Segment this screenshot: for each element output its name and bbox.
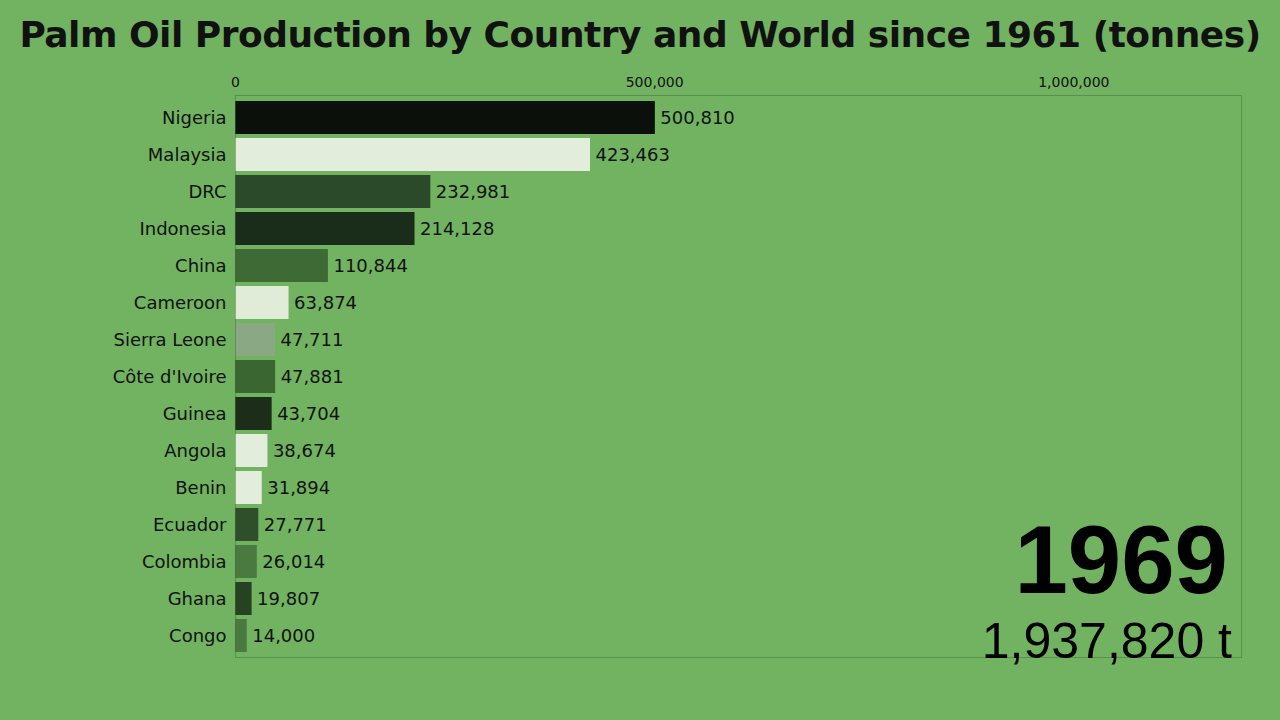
- svg-text:Sierra Leone: Sierra Leone: [113, 329, 226, 350]
- svg-text:Benin: Benin: [175, 477, 226, 498]
- html-text:Palm Oil Production by Country: Palm Oil Production by Country and World…: [19, 14, 1261, 55]
- svg-text:110,844: 110,844: [333, 255, 407, 276]
- svg-text:423,463: 423,463: [596, 144, 670, 165]
- svg-text:Ecuador: Ecuador: [153, 514, 227, 535]
- svg-text:Congo: Congo: [169, 625, 226, 646]
- svg-text:63,874: 63,874: [294, 292, 357, 313]
- svg-text:Côte d'Ivoire: Côte d'Ivoire: [113, 366, 227, 387]
- svg-text:Indonesia: Indonesia: [139, 218, 226, 239]
- svg-text:Cameroon: Cameroon: [134, 292, 227, 313]
- svg-text:47,881: 47,881: [281, 366, 344, 387]
- svg-text:38,674: 38,674: [273, 440, 336, 461]
- svg-text:232,981: 232,981: [436, 181, 510, 202]
- svg-text:Nigeria: Nigeria: [162, 107, 226, 128]
- svg-text:26,014: 26,014: [262, 551, 325, 572]
- svg-text:500,000: 500,000: [626, 74, 684, 90]
- svg-text:500,810: 500,810: [660, 107, 734, 128]
- svg-text:DRC: DRC: [188, 181, 226, 202]
- svg-text:Angola: Angola: [164, 440, 226, 461]
- svg-text:27,771: 27,771: [264, 514, 327, 535]
- svg-text:31,894: 31,894: [267, 477, 330, 498]
- svg-text:214,128: 214,128: [420, 218, 494, 239]
- svg-text:Colombia: Colombia: [142, 551, 227, 572]
- svg-text:Ghana: Ghana: [168, 588, 227, 609]
- svg-text:19,807: 19,807: [257, 588, 320, 609]
- svg-text:14,000: 14,000: [252, 625, 315, 646]
- svg-text:Guinea: Guinea: [163, 403, 227, 424]
- svg-text:47,711: 47,711: [280, 329, 343, 350]
- svg-text:Malaysia: Malaysia: [148, 144, 227, 165]
- svg-text:China: China: [175, 255, 226, 276]
- svg-text:0: 0: [231, 74, 240, 90]
- html-text:1,937,820 t: 1,937,820 t: [981, 613, 1232, 669]
- svg-text:43,704: 43,704: [277, 403, 340, 424]
- html-text:1969: 1969: [1014, 506, 1228, 613]
- svg-text:1,000,000: 1,000,000: [1038, 74, 1109, 90]
